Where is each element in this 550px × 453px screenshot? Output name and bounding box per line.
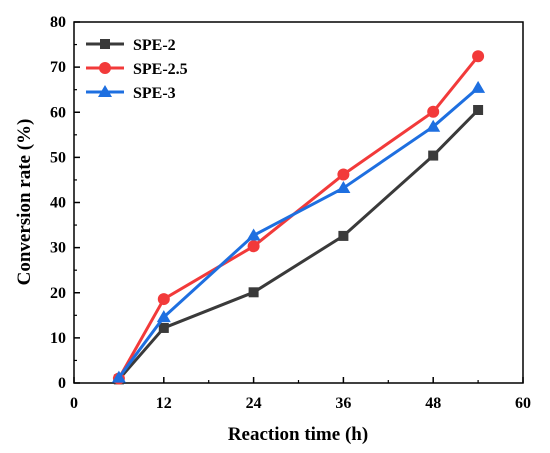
data-point-spe-2-5 <box>427 105 440 118</box>
y-tick-label: 60 <box>50 104 66 121</box>
data-point-spe-2-5 <box>247 240 260 253</box>
legend-entry-spe-3: SPE-3 <box>86 85 176 102</box>
legend-swatch-marker <box>98 85 112 97</box>
y-tick-label: 40 <box>50 195 66 212</box>
x-tick-label: 48 <box>425 395 441 412</box>
series-spe-2 <box>113 104 484 385</box>
legend-swatch-marker <box>100 39 110 49</box>
y-tick-label: 30 <box>50 240 66 257</box>
y-axis-ticks: 0 10 20 30 40 50 60 70 80 <box>50 14 80 392</box>
series-line-spe-3 <box>117 86 480 379</box>
series-line-spe-2 <box>117 108 480 381</box>
y-tick-label: 10 <box>50 330 66 347</box>
y-axis-title: Conversion rate (%) <box>14 119 35 286</box>
series-spe-3 <box>111 80 486 383</box>
data-point-spe-3 <box>111 370 126 383</box>
x-axis-ticks: 0 12 24 36 48 60 <box>70 377 531 412</box>
y-tick-label: 0 <box>58 375 66 392</box>
y-tick-label: 80 <box>50 14 66 31</box>
legend-label: SPE-2.5 <box>133 61 188 78</box>
x-tick-label: 36 <box>335 395 351 412</box>
legend: SPE-2 SPE-2.5 SPE-3 <box>86 37 188 102</box>
legend-entry-spe-2-5: SPE-2.5 <box>86 61 188 78</box>
y-tick-label: 50 <box>50 149 66 166</box>
legend-label: SPE-3 <box>133 85 176 102</box>
x-axis-title: Reaction time (h) <box>228 424 368 445</box>
data-point-spe-2 <box>158 322 169 333</box>
data-point-spe-3 <box>336 181 351 194</box>
legend-entry-spe-2: SPE-2 <box>86 37 176 54</box>
data-point-spe-2-5 <box>337 168 350 181</box>
legend-swatch-marker <box>99 62 111 74</box>
series-line-spe-2-5 <box>117 55 480 380</box>
x-tick-label: 24 <box>246 395 262 412</box>
data-point-spe-2-5 <box>472 50 485 63</box>
data-point-spe-3 <box>471 80 486 93</box>
x-tick-label: 12 <box>156 395 172 412</box>
y-tick-label: 70 <box>50 59 66 76</box>
data-point-spe-2 <box>473 104 484 115</box>
data-point-spe-3 <box>426 119 441 132</box>
x-tick-label: 0 <box>70 395 78 412</box>
x-tick-label: 60 <box>515 395 531 412</box>
data-point-spe-2 <box>428 150 439 161</box>
y-tick-label: 20 <box>50 285 66 302</box>
data-point-spe-3 <box>156 310 171 323</box>
legend-label: SPE-2 <box>133 37 176 54</box>
data-point-spe-2 <box>338 230 349 241</box>
data-point-spe-2 <box>248 287 259 298</box>
series-layer <box>111 50 486 385</box>
data-point-spe-2-5 <box>157 293 170 306</box>
data-point-spe-3 <box>246 228 261 241</box>
